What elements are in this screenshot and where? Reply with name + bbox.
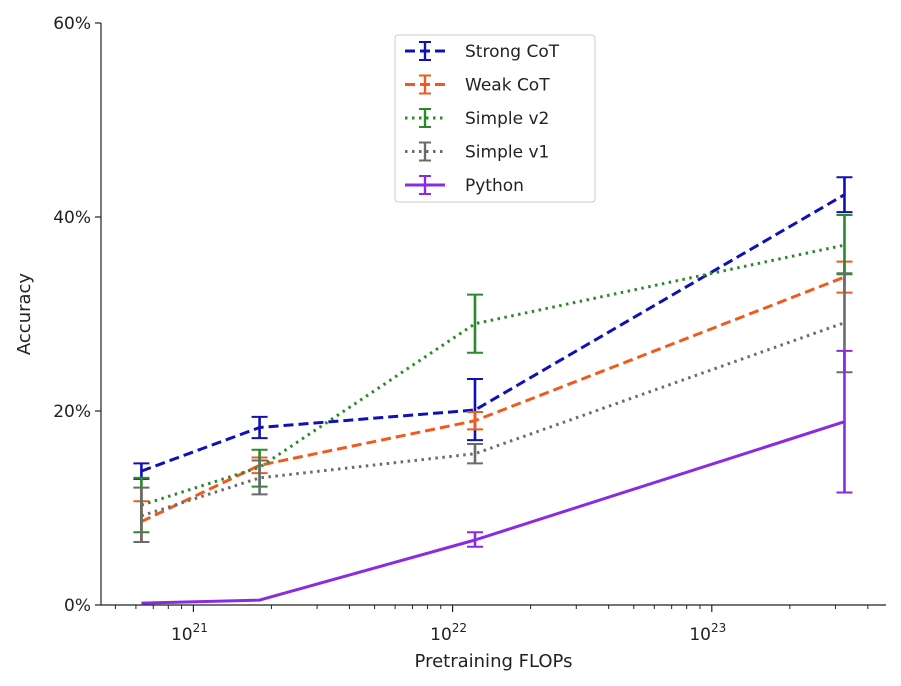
legend-entry: Weak CoT	[405, 74, 550, 96]
legend-label: Python	[465, 176, 524, 196]
series-weak-cot	[133, 260, 853, 543]
legend-label: Strong CoT	[465, 42, 560, 62]
y-tick-label: 60%	[53, 14, 91, 34]
legend-entry: Python	[405, 175, 524, 196]
series-line	[141, 420, 845, 605]
y-axis-label: Accuracy	[14, 273, 35, 356]
series-line	[140, 193, 846, 473]
y-tick-label: 40%	[53, 208, 91, 228]
series-line	[140, 321, 846, 518]
series-strong-cot	[133, 176, 853, 480]
series-simple-v1	[133, 272, 853, 543]
series-line	[140, 275, 846, 523]
series-python	[141, 349, 853, 605]
series-line	[140, 243, 845, 507]
legend-entry: Simple v2	[405, 108, 549, 129]
legend-entry: Strong CoT	[405, 41, 560, 62]
x-tick-label: 1021	[171, 621, 208, 645]
legend-box	[394, 34, 596, 203]
x-tick-label: 1022	[430, 621, 467, 645]
legend-entry: Simple v1	[405, 141, 549, 163]
x-axis-label: Pretraining FLOPs	[415, 651, 573, 672]
series-simple-v2	[133, 214, 853, 534]
x-tick-label: 1023	[689, 621, 726, 645]
legend-label: Simple v2	[465, 109, 549, 129]
y-tick-label: 0%	[64, 596, 91, 616]
legend-label: Weak CoT	[465, 76, 550, 96]
y-tick-label: 20%	[53, 402, 91, 422]
legend-label: Simple v1	[465, 143, 549, 163]
